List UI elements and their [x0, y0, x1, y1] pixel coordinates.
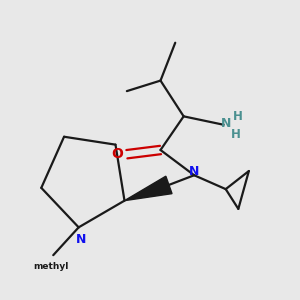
- Text: methyl: methyl: [34, 262, 69, 272]
- Text: N: N: [220, 117, 231, 130]
- Polygon shape: [124, 176, 172, 201]
- Text: N: N: [76, 233, 86, 247]
- Text: N: N: [189, 165, 200, 178]
- Text: O: O: [111, 147, 123, 161]
- Text: H: H: [230, 128, 240, 140]
- Text: H: H: [232, 110, 242, 123]
